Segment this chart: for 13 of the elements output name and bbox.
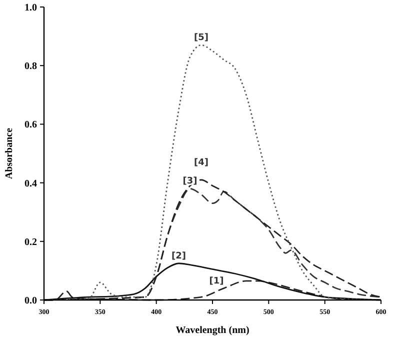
y-tick-label: 0.8: [24, 61, 37, 72]
annotation: [2]: [172, 251, 186, 262]
annotation: [3]: [182, 176, 198, 187]
y-tick-label: 0.4: [24, 178, 37, 190]
y-tick-label: 0.6: [24, 120, 37, 131]
x-axis-title: Wavelength (nm): [176, 325, 250, 336]
y-tick-label: 0.0: [24, 296, 37, 306]
annotation: [5]: [194, 33, 209, 44]
annotation: [1]: [209, 276, 224, 286]
y-tick-label: 0.2: [24, 236, 37, 248]
y-axis-title: Absorbance: [4, 127, 15, 180]
annotation: [4]: [194, 158, 209, 168]
y-tick-label: 1.0: [24, 2, 37, 14]
